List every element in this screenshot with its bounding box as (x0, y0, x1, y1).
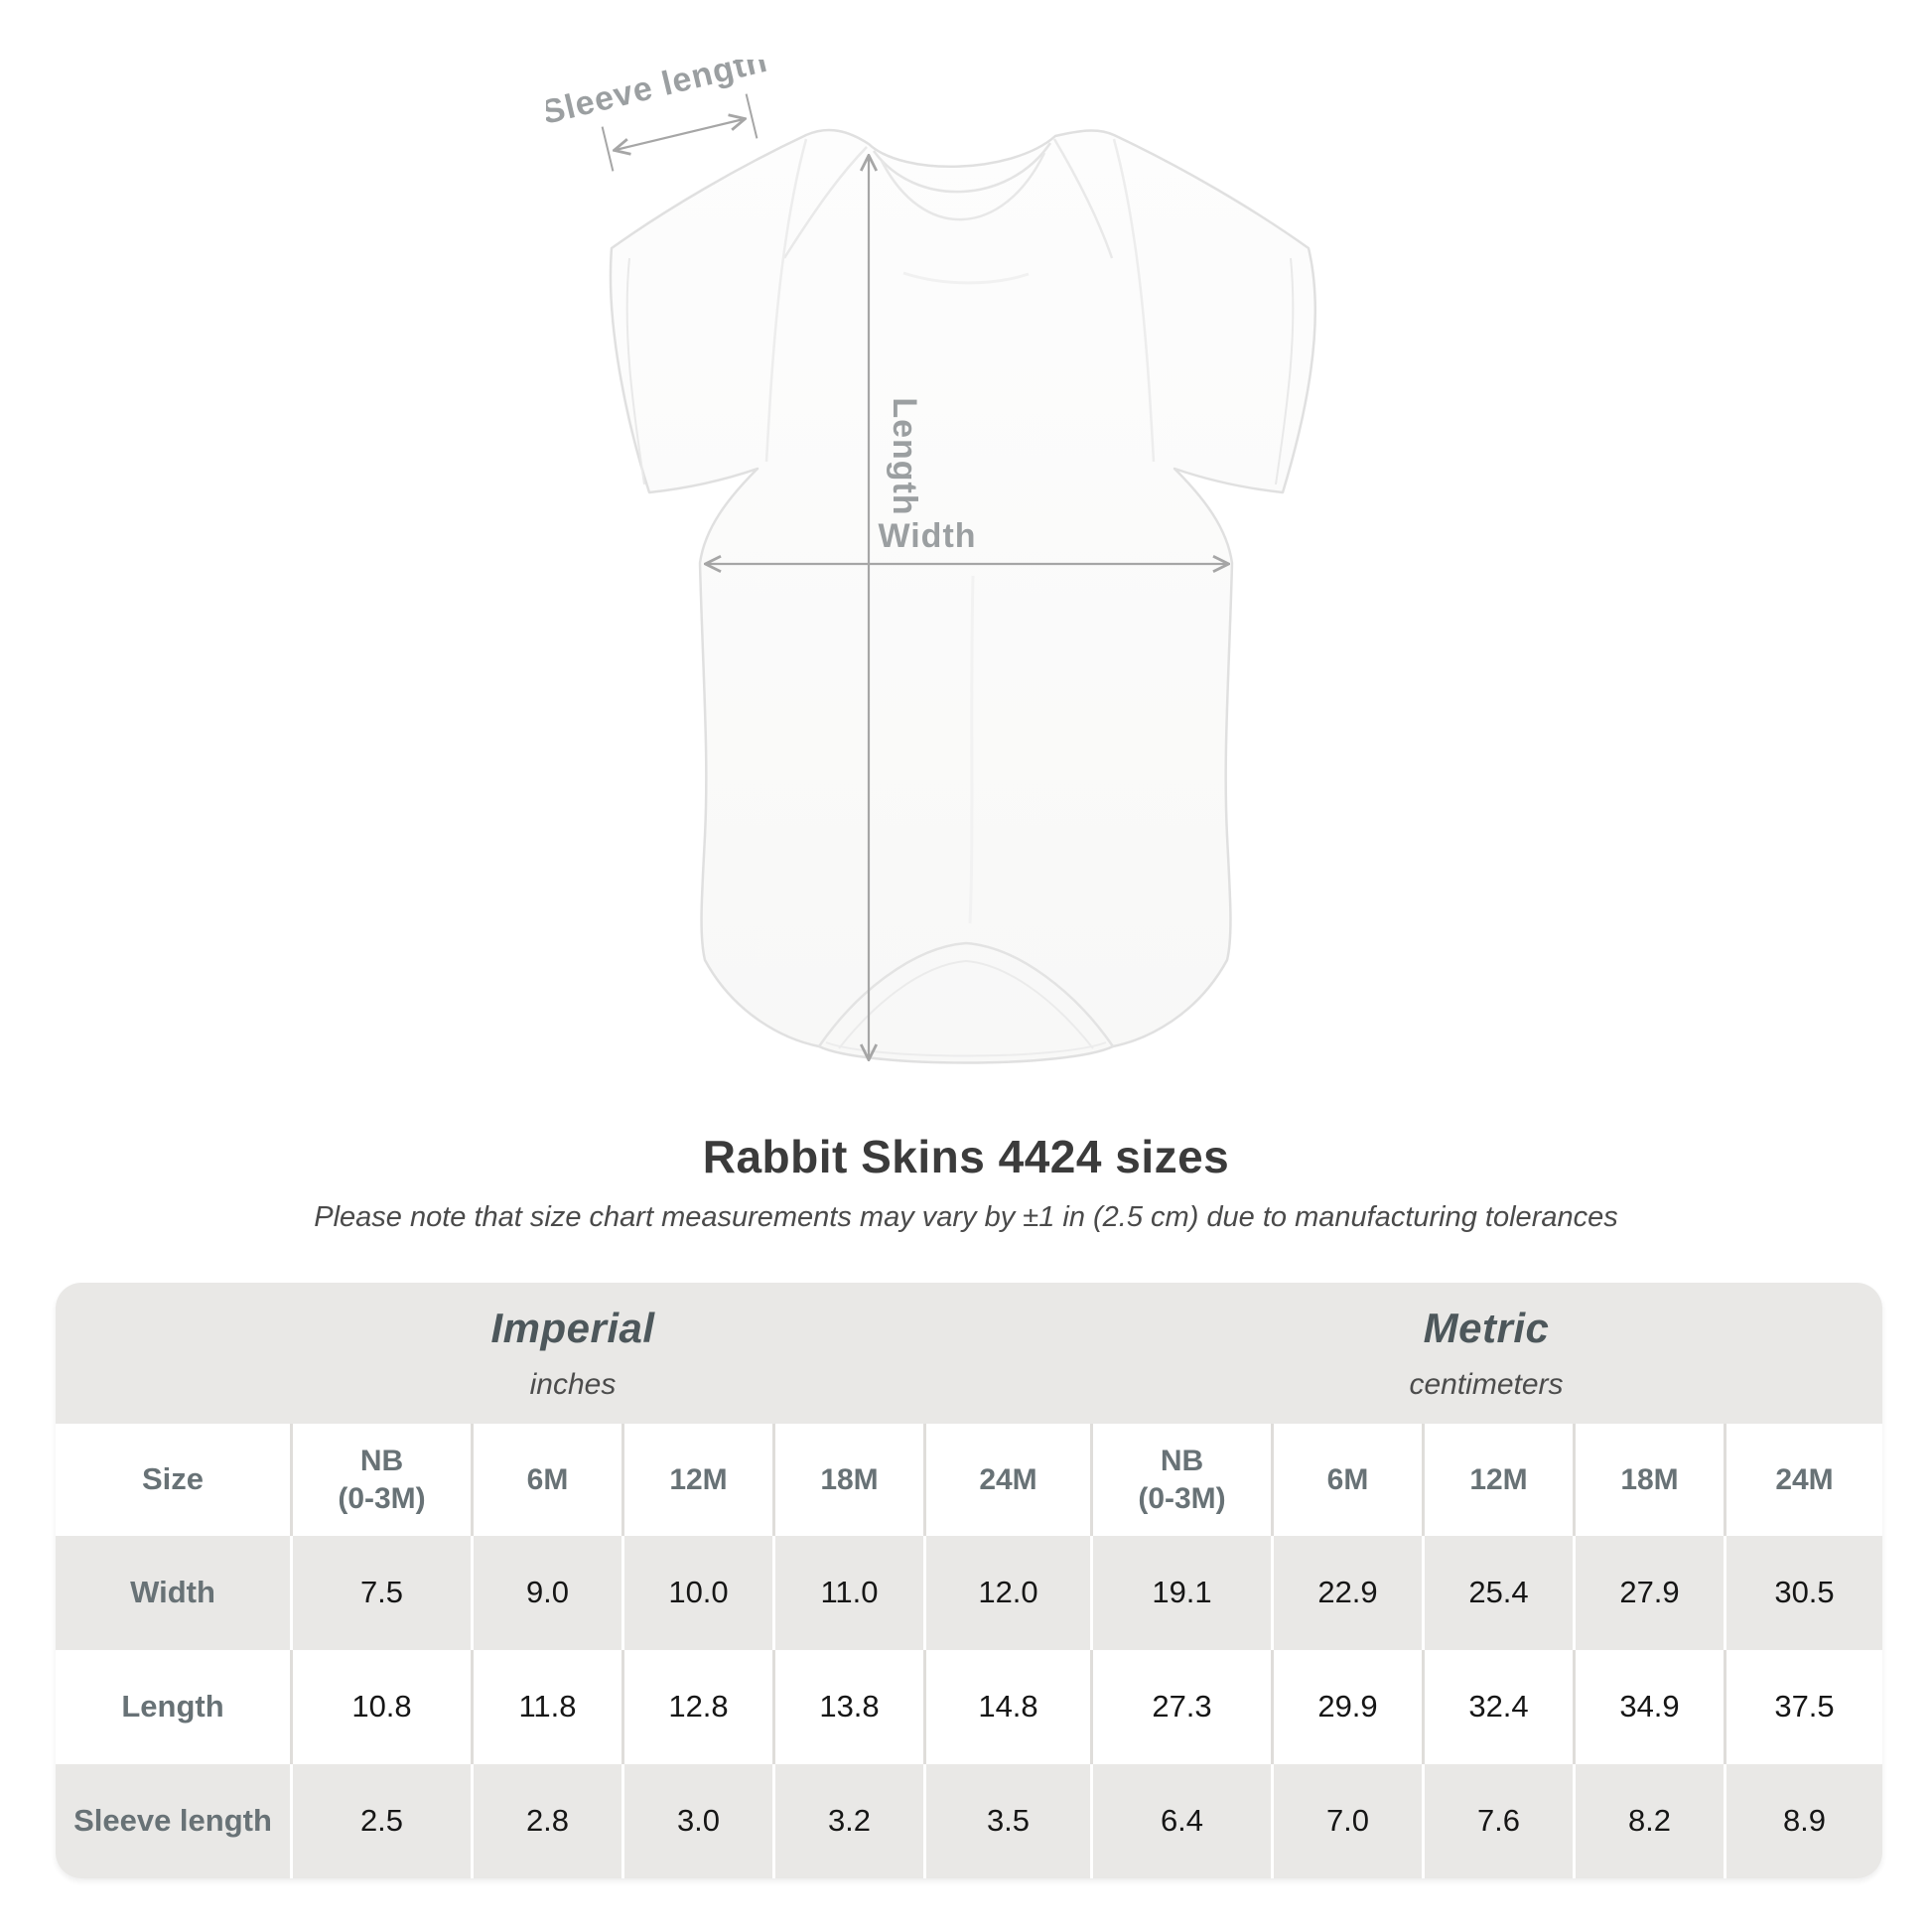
tolerance-note: Please note that size chart measurements… (314, 1201, 1618, 1233)
row-label-width: Width (130, 1575, 215, 1610)
length-value-cell: 14.8 (923, 1650, 1090, 1764)
width-value-cell: 22.9 (1271, 1536, 1422, 1650)
column-header-6m-imperial: 6M (471, 1424, 621, 1536)
column-header-nb-metric: NB (0-3M) (1090, 1424, 1271, 1536)
left-lap-flap-seam (782, 146, 868, 259)
onesie-diagram-svg: Sleeve length Length Width (546, 60, 1317, 1064)
size-table: Imperial inches Metric centimeters Size … (56, 1283, 1882, 1878)
width-value-cell: 12.0 (923, 1536, 1090, 1650)
width-value-cell: 9.0 (471, 1536, 621, 1650)
metric-label: Metric (1423, 1305, 1550, 1351)
heading-block: Rabbit Skins 4424 sizes Please note that… (0, 1130, 1932, 1234)
left-cuff-hem (625, 257, 645, 485)
left-armhole-seam (764, 138, 808, 463)
sleeve-length-tick-left (601, 126, 615, 172)
size-header-label: Size (141, 1461, 205, 1497)
length-value-cell: 13.8 (772, 1650, 923, 1764)
row-label-sleeve-length: Sleeve length (73, 1803, 272, 1839)
onesie-body (609, 128, 1317, 1064)
sleeve-length-arrow (616, 119, 744, 150)
metric-section-header: Metric centimeters (1090, 1283, 1882, 1424)
row-label-length: Length (121, 1689, 224, 1725)
width-value-cell: 30.5 (1724, 1536, 1882, 1650)
imperial-section-header: Imperial inches (56, 1283, 1090, 1424)
right-armhole-seam (1112, 138, 1156, 463)
page-title: Rabbit Skins 4424 sizes (702, 1131, 1230, 1182)
sleeve-value-cell: 3.0 (621, 1764, 772, 1878)
garment-measurement-diagram: Sleeve length Length Width (546, 60, 1340, 1092)
sleeve-value-cell: 6.4 (1090, 1764, 1271, 1878)
column-header-18m-metric: 18M (1573, 1424, 1724, 1536)
right-cuff-hem (1275, 257, 1295, 485)
width-value-cell: 11.0 (772, 1536, 923, 1650)
length-value-cell: 34.9 (1573, 1650, 1724, 1764)
length-value-cell: 12.8 (621, 1650, 772, 1764)
width-row: Width 7.5 9.0 10.0 11.0 12.0 19.1 22.9 2… (56, 1536, 1882, 1650)
bottom-hem-seam (825, 1041, 1107, 1057)
sleeve-length-tick-right (745, 93, 759, 139)
sleeve-value-cell: 7.0 (1271, 1764, 1422, 1878)
sleeve-value-cell: 3.2 (772, 1764, 923, 1878)
sleeve-value-cell: 2.8 (471, 1764, 621, 1878)
metric-unit: centimeters (1409, 1368, 1564, 1401)
length-value-cell: 10.8 (290, 1650, 471, 1764)
onesie-illustration (609, 128, 1317, 1064)
column-header-6m-metric: 6M (1271, 1424, 1422, 1536)
width-value-cell: 25.4 (1422, 1536, 1573, 1650)
units-header-row: Imperial inches Metric centimeters (56, 1283, 1882, 1424)
torso-crease (968, 575, 975, 924)
column-header-12m-metric: 12M (1422, 1424, 1573, 1536)
sleeve-value-cell: 2.5 (290, 1764, 471, 1878)
imperial-unit: inches (529, 1368, 617, 1401)
sleeve-length-row: Sleeve length 2.5 2.8 3.0 3.2 3.5 6.4 7.… (56, 1764, 1882, 1878)
crotch-flap-binding (817, 941, 1115, 1047)
width-value-cell: 27.9 (1573, 1536, 1724, 1650)
length-value-cell: 29.9 (1271, 1650, 1422, 1764)
sleeve-value-cell: 3.5 (923, 1764, 1090, 1878)
size-header-row: Size NB (0-3M) 6M 12M 18M 24M NB (0-3M) … (56, 1424, 1882, 1536)
imperial-label: Imperial (490, 1305, 655, 1351)
width-value-cell: 19.1 (1090, 1536, 1271, 1650)
neckband-inner-seam (880, 152, 1046, 221)
width-label: Width (878, 517, 976, 555)
sleeve-value-cell: 7.6 (1422, 1764, 1573, 1878)
column-header-12m-imperial: 12M (621, 1424, 772, 1536)
neckband-seam (872, 142, 1052, 194)
column-header-24m-metric: 24M (1724, 1424, 1882, 1536)
sleeve-value-cell: 8.9 (1724, 1764, 1882, 1878)
column-header-24m-imperial: 24M (923, 1424, 1090, 1536)
column-header-18m-imperial: 18M (772, 1424, 923, 1536)
width-value-cell: 10.0 (621, 1536, 772, 1650)
length-value-cell: 32.4 (1422, 1650, 1573, 1764)
length-value-cell: 11.8 (471, 1650, 621, 1764)
width-value-cell: 7.5 (290, 1536, 471, 1650)
chest-crease (902, 271, 1030, 285)
length-value-cell: 27.3 (1090, 1650, 1271, 1764)
measurement-annotations (601, 93, 1227, 1058)
length-label: Length (886, 397, 923, 515)
sleeve-value-cell: 8.2 (1573, 1764, 1724, 1878)
right-lap-flap-seam (1052, 138, 1114, 259)
length-value-cell: 37.5 (1724, 1650, 1882, 1764)
length-row: Length 10.8 11.8 12.8 13.8 14.8 27.3 29.… (56, 1650, 1882, 1764)
column-header-nb-imperial: NB (0-3M) (290, 1424, 471, 1536)
